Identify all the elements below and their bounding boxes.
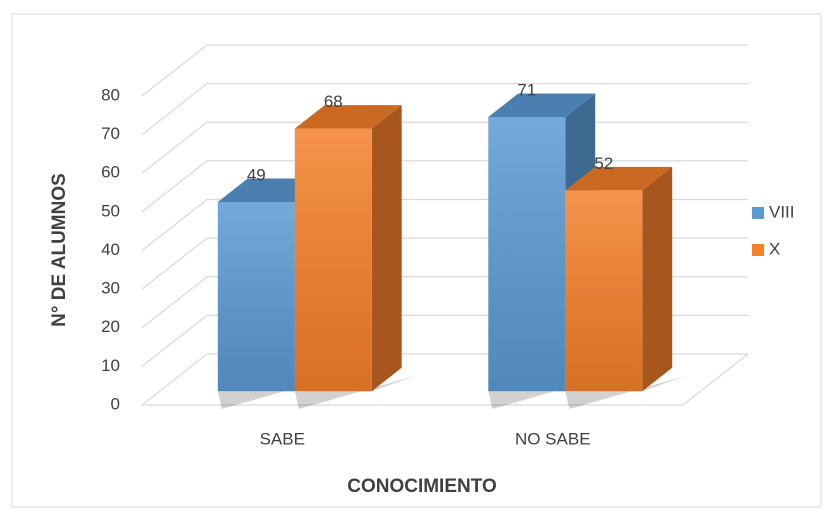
- x-axis-line: [682, 353, 749, 406]
- legend-label: VIII: [769, 202, 795, 221]
- legend-swatch: [752, 207, 764, 219]
- bar-shadow: [217, 375, 339, 409]
- x-axis-title: CONOCIMIENTO: [347, 476, 497, 497]
- legend-swatch: [752, 244, 764, 256]
- y-axis-title: N° DE ALUMNOS: [49, 173, 70, 327]
- bar-shadow: [565, 375, 687, 409]
- bar: [294, 105, 416, 409]
- y-tick-label: 80: [101, 85, 120, 104]
- bar-top: [565, 166, 673, 191]
- y-tick-label: 20: [101, 317, 120, 336]
- bar-top: [294, 105, 402, 129]
- grid-line: [141, 83, 748, 136]
- data-label: 68: [324, 92, 343, 111]
- x-tick-label: SABE: [260, 429, 305, 448]
- chart-border: [11, 13, 822, 508]
- y-tick-label: 60: [101, 163, 120, 182]
- data-label: 49: [247, 165, 266, 184]
- bar-front-shade: [488, 116, 566, 392]
- bar-side: [642, 166, 673, 392]
- grid-line: [141, 44, 748, 97]
- y-tick-label: 30: [101, 279, 120, 298]
- bar-front-shade: [294, 128, 372, 392]
- bar-side: [371, 105, 402, 392]
- y-tick-label: 0: [111, 394, 120, 413]
- bar-top: [488, 93, 596, 117]
- bar-shadow: [488, 375, 610, 409]
- x-tick-label: NO SABE: [515, 429, 591, 448]
- y-tick-label: 40: [101, 240, 120, 259]
- y-tick-label: 10: [101, 356, 120, 375]
- legend-label: X: [769, 239, 780, 258]
- y-tick-label: 50: [101, 201, 120, 220]
- bar-front-shade: [565, 190, 643, 392]
- y-tick-label: 70: [101, 124, 120, 143]
- bar-front-shade: [217, 201, 295, 392]
- bar-shadow: [294, 375, 416, 409]
- data-label: 52: [594, 154, 613, 173]
- data-label: 71: [517, 80, 536, 99]
- bar: [565, 166, 687, 409]
